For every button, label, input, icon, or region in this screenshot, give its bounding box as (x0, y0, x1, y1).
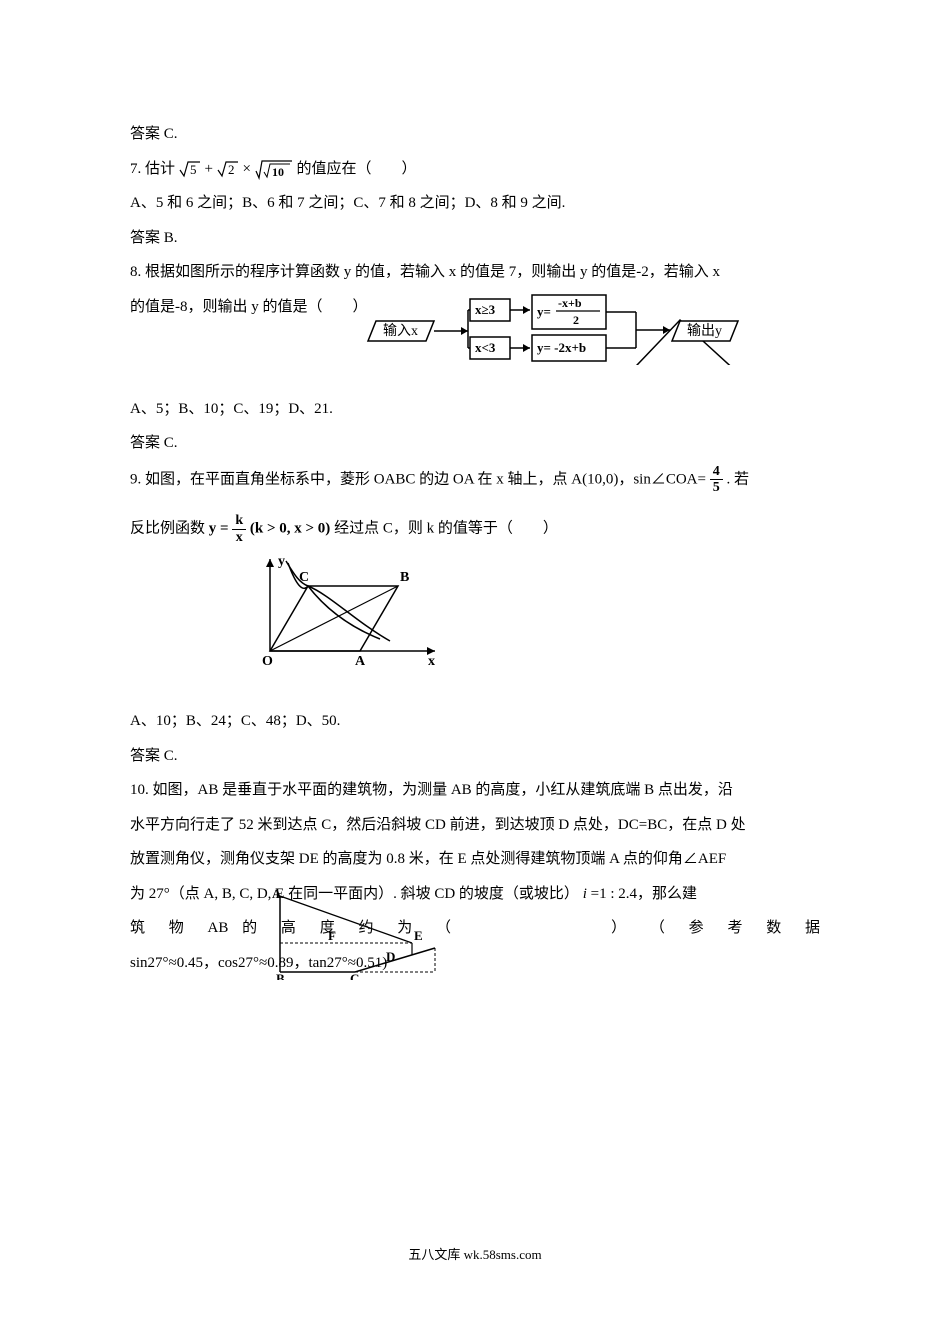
q9-s2-prefix: 反比例函数 (130, 521, 209, 537)
q10-diagram: A B C D E F (260, 888, 460, 980)
frac-den-x: x (233, 530, 246, 545)
svg-text:y: y (278, 554, 285, 569)
q9-stem1: 9. 如图，在平面直角坐标系中，菱形 OABC 的边 OA 在 x 轴上，点 A… (130, 464, 820, 496)
q9-stem2: 反比例函数 y = k x (k > 0, x > 0) 经过点 C，则 k 的… (130, 513, 820, 545)
svg-text:y=: y= (537, 304, 551, 319)
q8-stem2: 的值是-8，则输出 y 的值是（ ） (130, 293, 368, 322)
q9-cond: (k > 0, x > 0) (250, 521, 330, 537)
q9-y-eq: y = (209, 521, 233, 537)
svg-text:y= -2x+b: y= -2x+b (537, 340, 586, 355)
q9-frac-45: 4 5 (710, 464, 723, 496)
svg-text:B: B (276, 971, 285, 980)
q10-l6: sin27°≈0.45，cos27°≈0.89，tan27°≈0.51) (130, 949, 820, 978)
svg-text:B: B (400, 570, 409, 585)
q9-frac-kx: k x (232, 513, 246, 545)
svg-text:5: 5 (190, 162, 197, 177)
q9-s1-suffix: . 若 (726, 471, 749, 487)
svg-text:x: x (428, 654, 435, 669)
q10-i: i (583, 886, 587, 902)
svg-text:F: F (328, 928, 336, 943)
q10-l5: 筑 物 AB 的 高 度 约 为 （ ） （ 参 考 数 据 (130, 914, 820, 943)
q10-l4: 为 27°（点 A, B, C, D, E 在同一平面内）. 斜坡 CD 的坡度… (130, 880, 820, 909)
q7-answer: 答案 B. (130, 224, 820, 253)
frac-num: 4 (710, 464, 723, 480)
svg-text:x<3: x<3 (475, 340, 496, 355)
q10-l3: 放置测角仪，测角仪支架 DE 的高度为 0.8 米，在 E 点处测得建筑物顶端 … (130, 845, 820, 874)
q8-stem1: 8. 根据如图所示的程序计算函数 y 的值，若输入 x 的值是 7，则输出 y … (130, 258, 820, 287)
q7-plus: + (205, 161, 217, 177)
q7-suffix: 的值应在（ ） (296, 161, 416, 177)
svg-text:D: D (386, 949, 395, 964)
svg-text:2: 2 (573, 313, 579, 327)
svg-text:O: O (262, 654, 273, 669)
q9-s2-suffix: 经过点 C，则 k 的值等于（ ） (334, 521, 558, 537)
svg-text:x≥3: x≥3 (475, 302, 496, 317)
svg-text:E: E (414, 928, 423, 943)
q10-l2: 水平方向行走了 52 米到达点 C，然后沿斜坡 CD 前进，到达坡顶 D 点处，… (130, 811, 820, 840)
svg-text:输入x: 输入x (383, 323, 418, 339)
q6-answer: 答案 C. (130, 120, 820, 149)
page-footer: 五八文库 wk.58sms.com (0, 1243, 950, 1268)
svg-text:A: A (355, 654, 366, 669)
svg-text:C: C (350, 971, 359, 980)
sqrt-sqrt10-icon: 10 (255, 158, 293, 180)
q8-options: A、5；B、10；C、19；D、21. (130, 395, 820, 424)
q7-prefix: 7. 估计 (130, 161, 179, 177)
svg-text:-x+b: -x+b (558, 296, 582, 310)
q9-options: A、10；B、24；C、48；D、50. (130, 707, 820, 736)
svg-text:A: A (272, 888, 282, 901)
svg-text:10: 10 (272, 165, 284, 179)
svg-text:2: 2 (228, 162, 235, 177)
svg-text:输出y: 输出y (687, 323, 722, 339)
q8-answer: 答案 C. (130, 429, 820, 458)
q7-times: × (242, 161, 250, 177)
q9-answer: 答案 C. (130, 742, 820, 771)
q9-s1-prefix: 9. 如图，在平面直角坐标系中，菱形 OABC 的边 OA 在 x 轴上，点 A… (130, 471, 706, 487)
q8-flowchart: 输入x x≥3 x<3 y= -x+b 2 y= (360, 293, 780, 365)
q7-options: A、5 和 6 之间；B、6 和 7 之间；C、7 和 8 之间；D、8 和 9… (130, 189, 820, 218)
sqrt-2-icon: 2 (217, 160, 239, 178)
q7-stem: 7. 估计 5 + 2 × 10 的值应在（ ） (130, 155, 820, 184)
svg-text:C: C (299, 570, 309, 585)
q10-l1: 10. 如图，AB 是垂直于水平面的建筑物，为测量 AB 的高度，小红从建筑底端… (130, 776, 820, 805)
q9-graph: C B O A x y (250, 551, 820, 671)
frac-den: 5 (710, 480, 723, 495)
frac-num-k: k (232, 513, 246, 529)
sqrt-5-icon: 5 (179, 160, 201, 178)
q10-l4-suffix: =1 : 2.4，那么建 (591, 886, 697, 902)
